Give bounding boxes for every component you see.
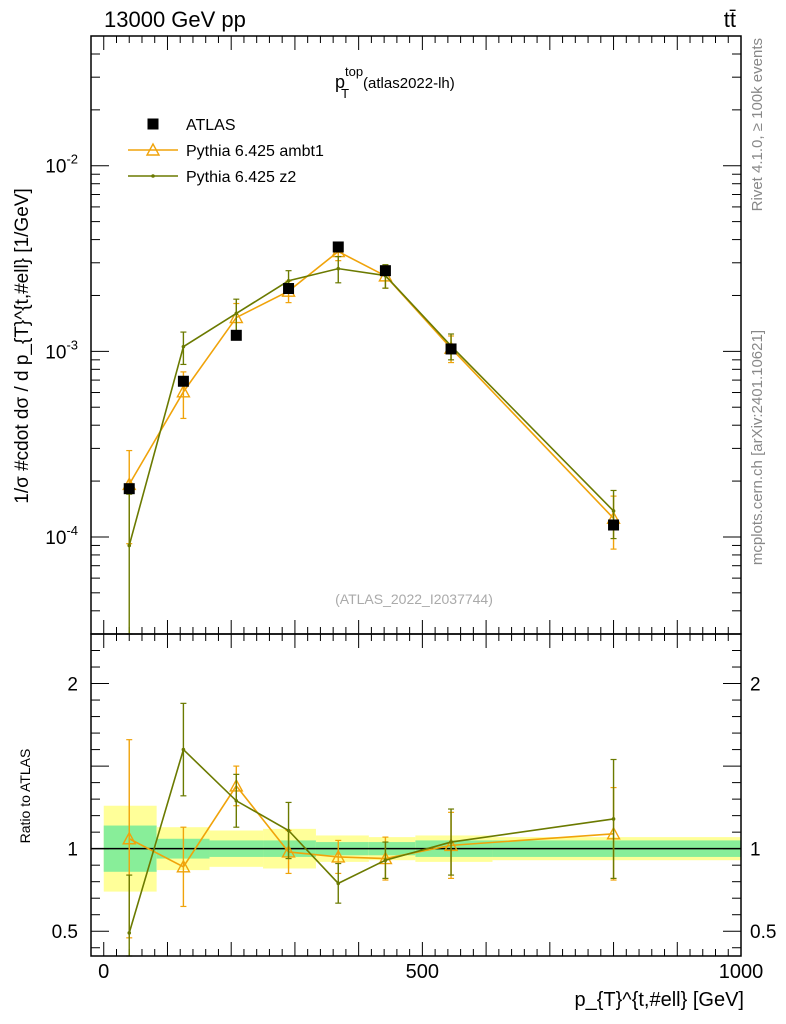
x-axis-label: p_{T}^{t,#ell} [GeV] xyxy=(574,989,744,1011)
data-point-triangle xyxy=(145,142,161,156)
data-point-square xyxy=(332,241,344,253)
ratio-y-axis-label: Ratio to ATLAS xyxy=(17,749,33,844)
data-point-square xyxy=(230,329,242,341)
data-point-triangle xyxy=(122,831,137,845)
data-point-dot xyxy=(151,174,155,178)
legend-label: ATLAS xyxy=(186,117,236,134)
data-point-square xyxy=(379,265,391,277)
rivet-label: Rivet 4.1.0, ≥ 100k events xyxy=(749,38,766,211)
tick-labels: 0 500 1000 10-4 10-3 10-2 0.5 0.5 1 1 2 2 xyxy=(45,152,776,983)
chart-title: ptop T (atlas2022-lh) xyxy=(335,64,455,101)
data-point-dot xyxy=(611,817,616,821)
data-point-dot xyxy=(127,931,132,935)
data-point-dot xyxy=(336,266,341,271)
data-point-dot xyxy=(181,344,186,349)
series-line xyxy=(128,250,615,519)
data-point-square xyxy=(445,343,457,355)
x-tick-label: 1000 xyxy=(719,961,764,983)
ratio-series-line xyxy=(128,784,614,868)
data-point-square xyxy=(177,375,189,387)
y-tick-label: 10-2 xyxy=(45,152,78,178)
data-point-square xyxy=(283,283,295,295)
ratio-y-tick-label-right: 2 xyxy=(750,675,761,696)
data-point-triangle xyxy=(176,859,191,873)
mcplots-label: mcplots.cern.ch [arXiv:2401.10621] xyxy=(749,330,766,565)
data-point-triangle xyxy=(176,384,191,398)
data-point-dot xyxy=(127,543,132,548)
data-point-dot xyxy=(234,311,239,316)
legend: ATLAS Pythia 6.425 ambt1 Pythia 6.425 z2 xyxy=(128,117,324,186)
series-line xyxy=(128,267,615,546)
data-point-dot xyxy=(336,881,341,886)
legend-label: Pythia 6.425 z2 xyxy=(186,169,296,186)
ratio-y-tick-label: 0.5 xyxy=(52,922,78,943)
y-axis-label: 1/σ #cdot dσ / d p_{T}^{t,#ell} [1/GeV] xyxy=(12,188,33,503)
legend-label: Pythia 6.425 ambt1 xyxy=(186,143,324,160)
data-point-square xyxy=(123,483,135,495)
data-point-dot xyxy=(383,858,388,863)
ratio-panel-frame xyxy=(90,633,742,957)
x-tick-label: 0 xyxy=(98,961,109,983)
ratio-panel-series xyxy=(122,702,621,957)
chart-title-suffix: (atlas2022-lh) xyxy=(363,75,455,92)
y-tick-label: 10-4 xyxy=(45,523,78,549)
data-point-square xyxy=(608,519,620,531)
ratio-y-tick-label: 2 xyxy=(67,675,78,696)
data-point-dot xyxy=(449,840,453,844)
data-point-square xyxy=(147,118,159,130)
data-point-triangle xyxy=(331,849,346,863)
data-point-dot xyxy=(611,509,616,513)
y-tick-label: 10-3 xyxy=(45,337,78,363)
data-point-dot xyxy=(286,828,291,833)
data-point-dot xyxy=(286,278,291,283)
data-point-dot xyxy=(181,747,186,752)
chart-title-sup: top xyxy=(345,64,363,79)
chart-title-sub: T xyxy=(341,86,349,101)
chart-title-main: p xyxy=(335,72,345,92)
process-label: tt̄ xyxy=(724,7,736,32)
data-point-dot xyxy=(234,798,239,803)
energy-label: 13000 GeV pp xyxy=(104,7,246,32)
ratio-y-tick-label-right: 1 xyxy=(750,840,761,861)
ratio-y-tick-label: 1 xyxy=(67,840,78,861)
analysis-id: (ATLAS_2022_I2037744) xyxy=(335,591,493,607)
x-tick-label: 500 xyxy=(406,961,439,983)
ratio-y-tick-label-right: 0.5 xyxy=(750,922,776,943)
main-panel-series xyxy=(122,241,621,635)
ratio-series-line xyxy=(128,748,614,934)
